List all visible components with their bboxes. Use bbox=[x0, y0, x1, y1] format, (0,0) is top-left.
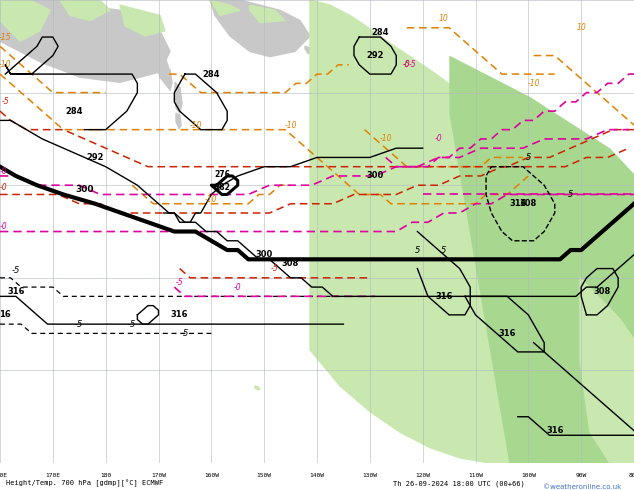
Polygon shape bbox=[255, 386, 260, 390]
Text: 308: 308 bbox=[593, 287, 611, 296]
Polygon shape bbox=[210, 0, 240, 15]
Text: -0: -0 bbox=[403, 60, 411, 69]
Polygon shape bbox=[310, 0, 634, 463]
Text: 284: 284 bbox=[372, 28, 389, 37]
Text: 292: 292 bbox=[86, 153, 104, 162]
Text: 5: 5 bbox=[415, 245, 420, 254]
Text: -5: -5 bbox=[176, 278, 183, 287]
Text: 284: 284 bbox=[203, 70, 220, 78]
Text: 5: 5 bbox=[526, 153, 531, 162]
Text: 284: 284 bbox=[65, 107, 82, 116]
Text: ©weatheronline.co.uk: ©weatheronline.co.uk bbox=[543, 484, 621, 490]
Text: -5: -5 bbox=[75, 319, 84, 329]
Text: 110W: 110W bbox=[468, 473, 483, 478]
Polygon shape bbox=[0, 0, 50, 41]
Polygon shape bbox=[0, 0, 170, 82]
Polygon shape bbox=[305, 47, 315, 53]
Polygon shape bbox=[285, 36, 300, 47]
Polygon shape bbox=[450, 57, 634, 463]
Polygon shape bbox=[390, 386, 400, 394]
Polygon shape bbox=[176, 113, 181, 128]
Text: -0: -0 bbox=[435, 134, 443, 144]
Text: 16: 16 bbox=[0, 310, 11, 319]
Text: Th 26-09-2024 18:00 UTC (00+66): Th 26-09-2024 18:00 UTC (00+66) bbox=[393, 481, 525, 487]
Text: 10: 10 bbox=[439, 14, 449, 23]
Text: 308: 308 bbox=[282, 259, 299, 269]
Text: -5: -5 bbox=[128, 319, 136, 329]
Text: 170W: 170W bbox=[151, 473, 166, 478]
Text: Height/Temp. 700 hPa [gdmp][°C] ECMWF: Height/Temp. 700 hPa [gdmp][°C] ECMWF bbox=[6, 480, 164, 487]
Text: 5: 5 bbox=[568, 190, 573, 199]
Text: 300: 300 bbox=[256, 250, 273, 259]
Text: -0: -0 bbox=[234, 283, 242, 292]
Text: 308: 308 bbox=[520, 199, 537, 208]
Polygon shape bbox=[400, 389, 408, 395]
Polygon shape bbox=[120, 5, 165, 36]
Polygon shape bbox=[60, 0, 110, 21]
Polygon shape bbox=[210, 0, 310, 57]
Text: -5: -5 bbox=[11, 266, 20, 275]
Text: 120W: 120W bbox=[415, 473, 430, 478]
Text: 300: 300 bbox=[75, 185, 94, 195]
Text: 5: 5 bbox=[441, 245, 446, 254]
Text: 140W: 140W bbox=[309, 473, 325, 478]
Text: -0: -0 bbox=[0, 167, 8, 176]
Text: -10: -10 bbox=[205, 195, 217, 204]
Text: -10: -10 bbox=[189, 121, 202, 129]
Text: 316: 316 bbox=[435, 292, 453, 301]
Text: -10: -10 bbox=[527, 79, 540, 88]
Text: 160E: 160E bbox=[0, 473, 8, 478]
Text: 160W: 160W bbox=[204, 473, 219, 478]
Polygon shape bbox=[155, 51, 170, 88]
Polygon shape bbox=[580, 278, 634, 463]
Text: 292: 292 bbox=[366, 51, 384, 60]
Text: -10: -10 bbox=[0, 60, 11, 69]
Text: -5: -5 bbox=[271, 264, 278, 273]
Text: -15: -15 bbox=[0, 32, 11, 42]
Text: 316: 316 bbox=[7, 287, 25, 296]
Polygon shape bbox=[250, 5, 285, 23]
Text: -5: -5 bbox=[403, 60, 411, 69]
Polygon shape bbox=[175, 82, 182, 113]
Text: 100W: 100W bbox=[521, 473, 536, 478]
Text: -5: -5 bbox=[181, 329, 189, 338]
Text: 316: 316 bbox=[546, 426, 564, 435]
Text: 90W: 90W bbox=[576, 473, 587, 478]
Text: 282: 282 bbox=[214, 183, 230, 192]
Text: 300: 300 bbox=[366, 172, 384, 180]
Text: -10: -10 bbox=[379, 134, 392, 144]
Text: 316: 316 bbox=[171, 310, 188, 319]
Text: 316: 316 bbox=[498, 329, 516, 338]
Text: -0: -0 bbox=[0, 222, 8, 231]
Text: -5: -5 bbox=[1, 98, 9, 106]
Text: 170E: 170E bbox=[46, 473, 60, 478]
Text: -5: -5 bbox=[408, 60, 416, 69]
Text: -0: -0 bbox=[0, 183, 8, 193]
Polygon shape bbox=[165, 67, 172, 91]
Text: 180: 180 bbox=[100, 473, 112, 478]
Text: 150W: 150W bbox=[257, 473, 271, 478]
Text: 10: 10 bbox=[576, 24, 586, 32]
Polygon shape bbox=[620, 401, 634, 463]
Text: 130W: 130W bbox=[363, 473, 377, 478]
Text: 276: 276 bbox=[214, 170, 230, 179]
Text: -10: -10 bbox=[284, 121, 297, 129]
Text: 80W: 80W bbox=[628, 473, 634, 478]
Text: 316: 316 bbox=[509, 199, 526, 208]
